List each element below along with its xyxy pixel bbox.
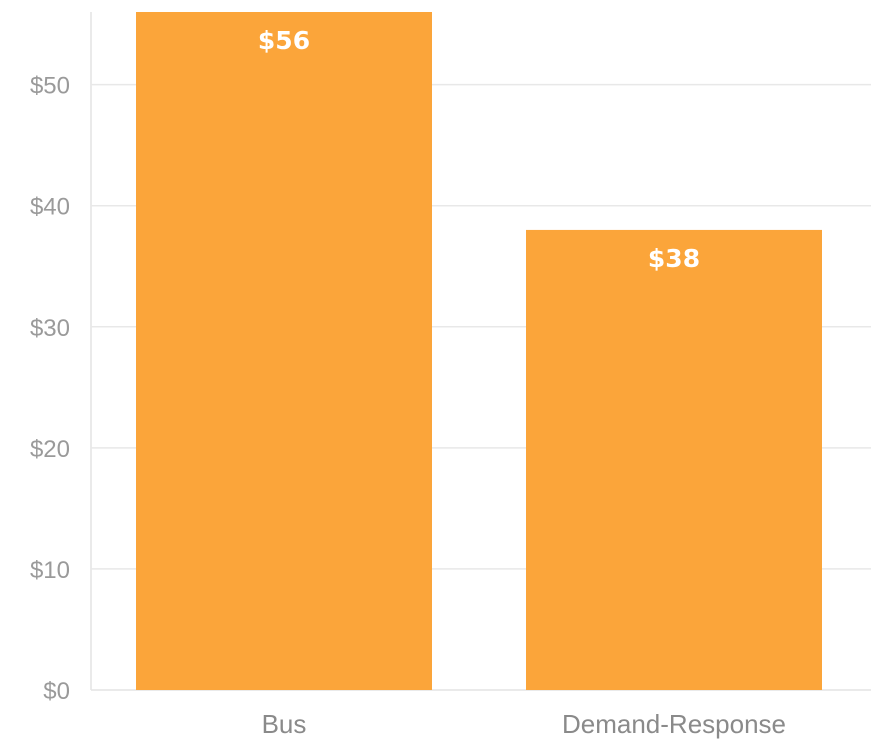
x-axis-categories: Bus Demand-Response xyxy=(262,709,786,739)
bar xyxy=(136,12,432,690)
y-tick-label: $10 xyxy=(30,557,70,584)
x-category-label: Demand-Response xyxy=(562,709,786,739)
bar-value-label: $38 xyxy=(648,244,700,273)
y-tick-label: $20 xyxy=(30,436,70,463)
y-tick-label: $0 xyxy=(43,678,70,705)
bar-value-label: $56 xyxy=(258,26,310,55)
y-tick-label: $50 xyxy=(30,73,70,100)
bar xyxy=(526,229,822,690)
x-category-label: Bus xyxy=(262,709,307,739)
bars: $56 $38 xyxy=(136,12,822,690)
y-tick-label: $30 xyxy=(30,315,70,342)
y-tick-label: $40 xyxy=(30,194,70,221)
y-axis-ticks: $0 $10 $20 $30 $40 $50 xyxy=(30,73,70,705)
